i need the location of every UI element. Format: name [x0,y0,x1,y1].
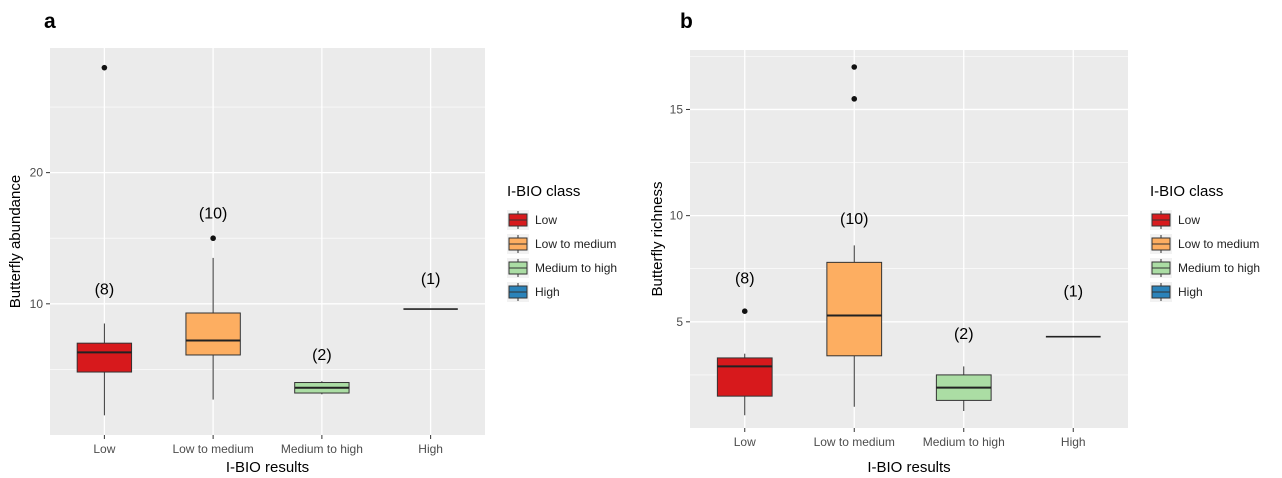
box-body [826,261,883,357]
outlier-point [210,235,216,242]
sample-size-label: (10) [199,206,227,223]
box-high-a: (1) [403,271,458,310]
legend-item-medium-to-high-b: Medium to high [1150,258,1260,278]
gridlines-b [690,50,1128,428]
sample-size-label: (8) [95,282,115,299]
y-axis-title-b: Butterfly richness [649,181,666,296]
panel-label-a: a [44,10,56,33]
legend-title-a: I-BIO class [507,183,580,200]
x-tick-label-a: High [418,442,443,456]
box-body [76,342,133,373]
x-tick-label-a: Medium to high [281,442,363,456]
legend-item-low-b: Low [1150,210,1200,230]
legend-a: I-BIO class Low Low to medium Medium to hi… [507,183,617,302]
box-body [185,312,241,356]
x-tick-label-b: Low [734,435,756,449]
x-axis-ticks-b: Low Low to medium Medium to high High [734,428,1086,449]
legend-item-low-a: Low [507,210,557,230]
outlier-point [741,308,748,315]
sample-size-label: (2) [954,326,974,343]
boxes-b: (8) (10) (2) (1) [716,64,1101,416]
outlier-point [851,96,858,102]
legend-item-high-a: High [507,282,560,302]
x-axis-title-a: I-BIO results [226,459,309,476]
legend-label: Low [535,213,557,227]
chart-b: (8) (10) (2) (1) 5 10 15 Low Low to medium Medi… [649,50,1260,476]
panel-label-b: b [680,10,693,33]
legend-label: Low to medium [535,237,616,251]
box-high-b: (1) [1045,283,1101,338]
box-medium-to-high-b: (2) [935,326,992,412]
legend-label: Low to medium [1178,237,1259,251]
sample-size-label: (8) [735,271,755,288]
chart-a: (8) (10) (2) (1) 10 20 Low Low to medium Mediu… [7,48,617,476]
x-tick-label-b: High [1061,435,1086,449]
y-axis-title-a: Butterfly abundance [7,175,24,308]
box-medium-to-high-a: (2) [294,347,350,395]
legend-item-low-to-medium-b: Low to medium [1150,234,1259,254]
outlier-point [101,64,108,71]
sample-size-label: (2) [312,347,332,364]
x-axis-ticks-a: Low Low to medium Medium to high High [93,435,443,456]
box-low-a: (8) [76,64,133,416]
legend-b: I-BIO class Low Low to medium Medium to hi… [1150,183,1260,302]
y-tick-label-a: 20 [30,166,44,180]
sample-size-label: (1) [1063,283,1083,300]
legend-label: High [535,285,560,299]
legend-title-b: I-BIO class [1150,183,1223,200]
legend-item-high-b: High [1150,282,1203,302]
y-tick-label-b: 15 [670,102,684,116]
y-tick-label-b: 5 [676,315,683,329]
x-tick-label-a: Low to medium [172,442,253,456]
box-low-to-medium-b: (10) [826,64,883,407]
legend-item-low-to-medium-a: Low to medium [507,234,616,254]
y-axis-ticks-a: 10 20 [30,166,50,311]
box-body [716,357,773,397]
box-low-b: (8) [716,271,773,416]
sample-size-label: (10) [840,211,868,228]
outlier-point [851,64,858,70]
plot-area-a [50,48,485,435]
x-tick-label-b: Medium to high [923,435,1005,449]
x-tick-label-b: Low to medium [814,435,895,449]
y-axis-ticks-b: 5 10 15 [670,102,690,329]
legend-label: High [1178,285,1203,299]
x-axis-title-b: I-BIO results [867,459,950,476]
legend-label: Low [1178,213,1200,227]
y-tick-label-a: 10 [30,297,44,311]
y-tick-label-b: 10 [670,209,684,223]
legend-label: Medium to high [535,261,617,275]
legend-label: Medium to high [1178,261,1260,275]
box-low-to-medium-a: (10) [185,206,241,400]
x-tick-label-a: Low [93,442,115,456]
legend-item-medium-to-high-a: Medium to high [507,258,617,278]
boxes-a: (8) (10) (2) (1) [76,64,458,416]
sample-size-label: (1) [421,271,441,288]
